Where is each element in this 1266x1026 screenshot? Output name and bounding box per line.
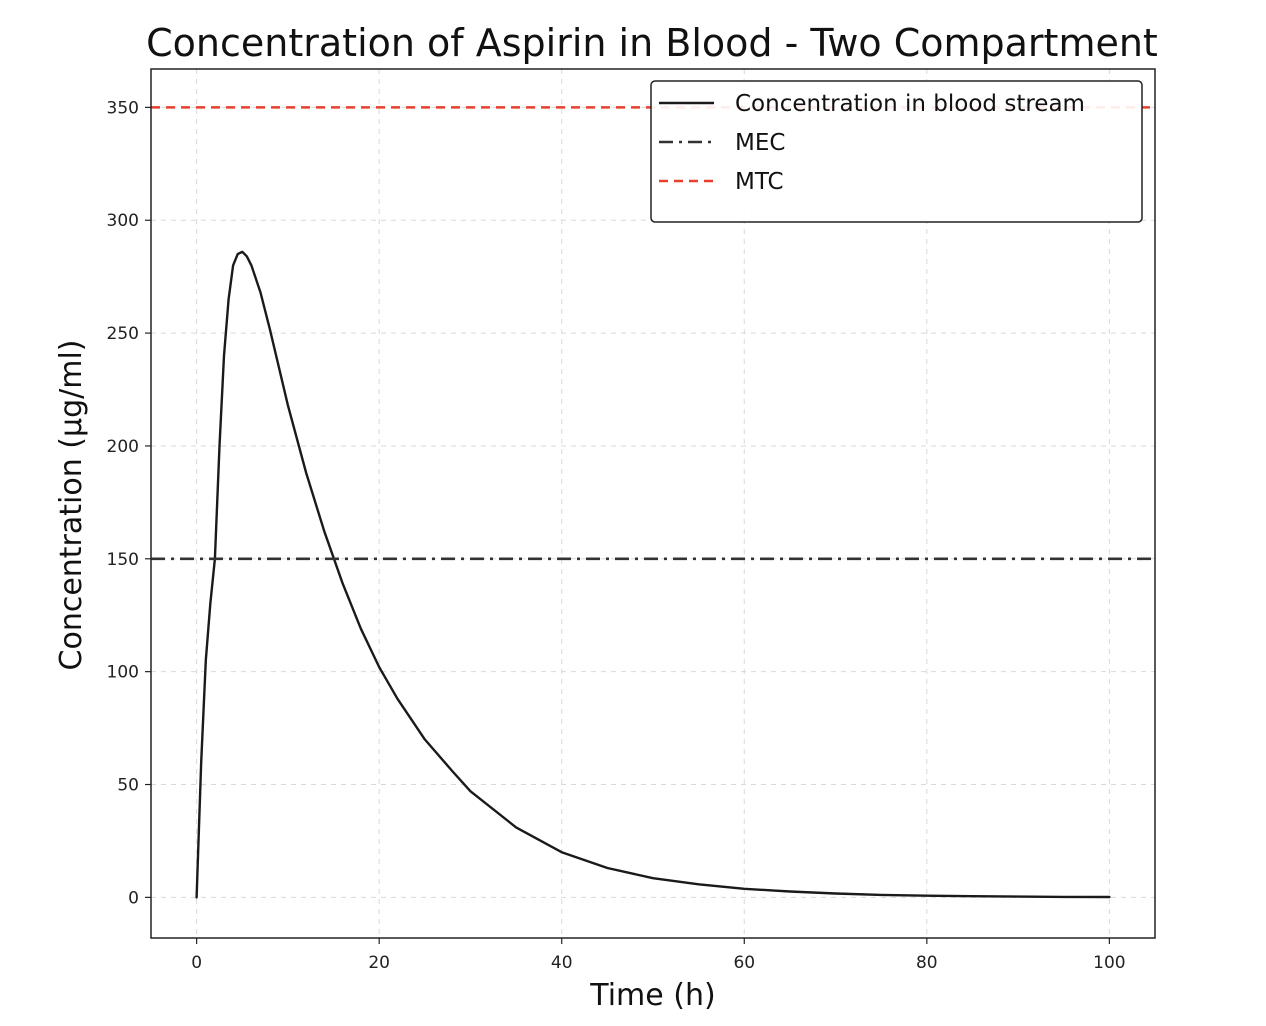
chart-title: Concentration of Aspirin in Blood - Two … [146, 21, 1158, 65]
plot-area-frame [150, 68, 1156, 939]
y-tick-label-4: 200 [107, 437, 139, 457]
x-tick-label-0: 0 [191, 953, 202, 973]
y-tick-label-5: 250 [107, 324, 139, 344]
x-tick-label-1: 20 [368, 953, 390, 973]
legend-box [650, 80, 1143, 223]
y-tick-label-2: 100 [107, 663, 139, 683]
y-tick-label-0: 0 [128, 888, 139, 908]
legend-label-concentration-in-blood-stream: Concentration in blood stream [735, 91, 1085, 117]
x-axis-label: Time (h) [589, 978, 715, 1013]
y-tick-label-1: 50 [117, 776, 139, 796]
x-tick-label-3: 60 [733, 953, 755, 973]
y-tick-label-6: 300 [107, 211, 139, 231]
y-tick-label-7: 350 [107, 98, 139, 118]
x-tick-label-5: 100 [1093, 953, 1125, 973]
legend-label-mec: MEC [735, 130, 785, 156]
legend-label-mtc: MTC [735, 169, 784, 195]
axis-ticks: 0 20 40 60 80 100 0 50 100 150 200 250 300 350 [107, 98, 1126, 973]
y-tick-label-3: 150 [107, 550, 139, 570]
plot-lines [151, 106, 1155, 899]
legend: Concentration in blood stream MEC MTC [650, 80, 1143, 223]
series-line-concentration-in-blood-stream [195, 250, 1111, 899]
x-tick-label-2: 40 [551, 953, 573, 973]
y-axis-label: Concentration (µg/ml) [54, 340, 89, 671]
x-tick-label-4: 80 [916, 953, 938, 973]
